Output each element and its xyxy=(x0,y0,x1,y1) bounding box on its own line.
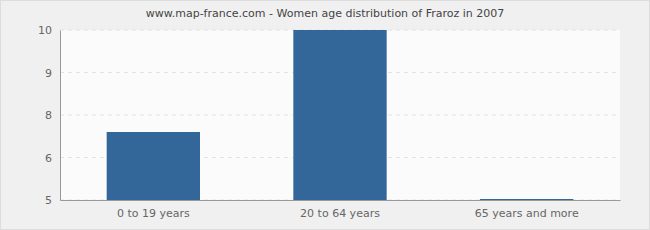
bar xyxy=(293,30,386,200)
x-axis: 0 to 19 years 20 to 64 years 65 years and … xyxy=(61,200,621,220)
tick: 5 xyxy=(45,194,60,207)
tick-label: 8 xyxy=(45,109,52,122)
x-axis-line xyxy=(61,200,621,201)
title: www.map-france.com - Women age distribut… xyxy=(146,7,505,20)
tick-label: 20 to 64 years xyxy=(300,207,380,220)
tick: 8 xyxy=(45,109,60,122)
tick: 10 xyxy=(38,24,60,37)
bar xyxy=(480,199,573,200)
background xyxy=(1,1,650,230)
tick-label: 6 xyxy=(45,152,52,165)
bar xyxy=(107,132,200,200)
y-axis-line xyxy=(60,31,61,201)
grid xyxy=(60,30,620,200)
tick: 6 xyxy=(45,152,60,165)
tick-label: 10 xyxy=(38,24,52,37)
tick: 65 years and more xyxy=(475,200,579,220)
tick-label: 0 to 19 years xyxy=(117,207,190,220)
tick: 20 to 64 years xyxy=(300,200,380,220)
tick-label: 65 years and more xyxy=(475,207,579,220)
bars xyxy=(107,30,574,200)
tick-label: 5 xyxy=(45,194,52,207)
tick-label: 9 xyxy=(45,67,52,80)
chart: www.map-france.com - Women age distribut… xyxy=(0,0,650,230)
tick: 0 to 19 years xyxy=(117,200,190,220)
plot-area xyxy=(60,30,620,200)
tick: 9 xyxy=(45,67,60,80)
y-axis: 5 6 8 9 10 xyxy=(38,24,61,207)
plot: 5 6 8 9 10 0 to 19 years 20 to 64 years 65 year… xyxy=(38,24,621,220)
